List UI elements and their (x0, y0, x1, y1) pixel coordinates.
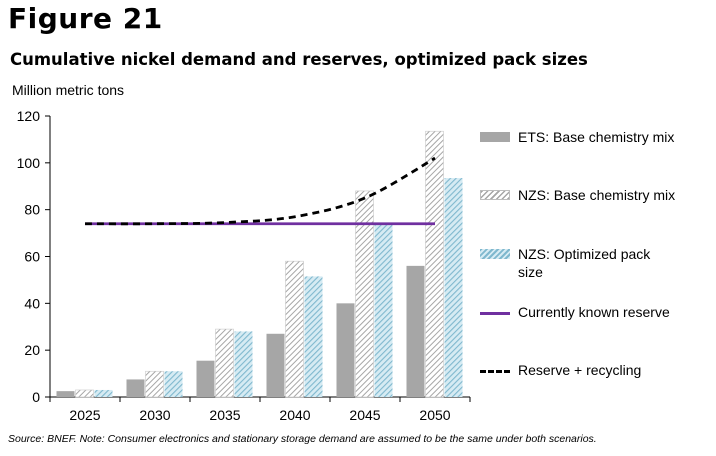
legend-item-nzs: NZS: Base chemistry mix (480, 186, 678, 204)
legend-item-recycling: Reserve + recycling (480, 361, 678, 379)
x-tick-label: 2030 (139, 407, 170, 423)
bar-nzs (145, 370, 164, 398)
bar-ets (56, 391, 75, 397)
bar-nzs (355, 190, 374, 398)
y-tick-label: 100 (17, 155, 41, 171)
legend-label-optimized: NZS: Optimized pack size (518, 246, 651, 280)
bar-ets (196, 360, 215, 397)
bar-nzs (75, 389, 94, 398)
x-tick-label: 2040 (279, 407, 310, 423)
y-tick-label: 120 (17, 108, 41, 124)
figure-label: Figure 21 (8, 2, 163, 35)
y-tick-label: 0 (32, 389, 40, 405)
bar-optimized (234, 331, 253, 397)
legend-swatch-reserve (480, 312, 510, 315)
legend-swatch-recycling (480, 370, 510, 373)
chart-bars (56, 130, 463, 398)
legend-label-ets: ETS: Base chemistry mix (518, 129, 675, 145)
bar-nzs (215, 328, 234, 398)
legend-item-optimized: NZS: Optimized pack size (480, 245, 678, 281)
bar-nzs (425, 130, 444, 398)
y-tick-label: 20 (24, 342, 40, 358)
legend-label-recycling: Reserve + recycling (518, 362, 642, 378)
legend-swatch-optimized (480, 249, 510, 259)
y-tick-label: 80 (24, 202, 40, 218)
y-tick-label: 60 (24, 249, 40, 265)
bar-optimized (164, 371, 183, 397)
bar-ets (266, 333, 285, 397)
bar-optimized (94, 389, 113, 397)
chart-title: Cumulative nickel demand and reserves, o… (10, 50, 588, 69)
y-tick-label: 40 (24, 295, 40, 311)
x-tick-label: 2050 (419, 407, 450, 423)
legend-item-ets: ETS: Base chemistry mix (480, 128, 678, 146)
x-tick-label: 2045 (349, 407, 380, 423)
source-note: Source: BNEF. Note: Consumer electronics… (8, 433, 597, 445)
bar-ets (126, 379, 145, 397)
bar-optimized (304, 276, 323, 397)
recycling-line (84, 156, 436, 226)
chart-axes (45, 115, 471, 402)
x-tick-label: 2025 (69, 407, 100, 423)
bar-ets (406, 265, 425, 397)
bar-optimized (444, 178, 463, 397)
legend-label-nzs: NZS: Base chemistry mix (518, 187, 676, 203)
y-axis-unit-label: Million metric tons (12, 82, 125, 98)
legend-swatch-ets (480, 132, 510, 142)
bar-ets (336, 303, 355, 397)
chart-lines (84, 156, 436, 226)
legend-swatch-nzs (480, 190, 510, 200)
bar-optimized (374, 223, 393, 397)
legend-item-reserve: Currently known reserve (480, 303, 678, 321)
legend-label-reserve: Currently known reserve (518, 304, 670, 320)
x-tick-label: 2035 (209, 407, 240, 423)
bar-nzs (285, 260, 304, 398)
